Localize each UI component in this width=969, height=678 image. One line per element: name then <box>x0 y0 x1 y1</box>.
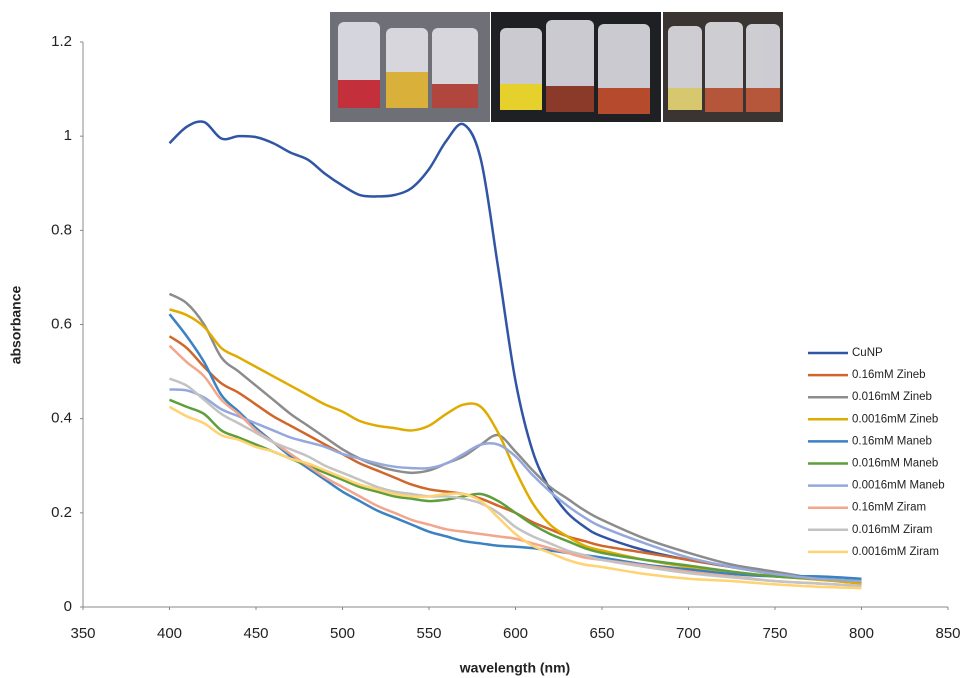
legend-label: 0.0016mM Maneb <box>852 480 945 492</box>
inset-photo <box>330 12 783 122</box>
x-tick-label: 400 <box>157 625 182 642</box>
y-tick-label: 0.2 <box>51 504 72 521</box>
legend-label: CuNP <box>852 347 883 359</box>
legend-label: 0.016mM Ziram <box>852 524 933 536</box>
legend-label: 0.16mM Zineb <box>852 369 926 381</box>
y-tick-label: 1.2 <box>51 33 72 50</box>
y-tick-label: 1 <box>64 127 72 144</box>
x-axis-label: wavelength (nm) <box>459 660 570 676</box>
legend-label: 0.016mM Maneb <box>852 458 938 470</box>
series-line <box>168 344 862 588</box>
x-tick-label: 500 <box>330 625 355 642</box>
legend-label: 0.016mM Zineb <box>852 391 932 403</box>
x-tick-label: 700 <box>676 625 701 642</box>
series-line <box>168 335 862 585</box>
series-line <box>169 308 862 585</box>
series-line <box>168 405 862 590</box>
x-tick-label: 600 <box>503 625 528 642</box>
y-tick-label: 0.6 <box>51 315 72 332</box>
series-line <box>168 120 862 583</box>
series-line <box>169 398 862 583</box>
x-tick-label: 350 <box>70 625 95 642</box>
y-tick-label: 0.4 <box>51 410 72 427</box>
x-tick-label: 750 <box>762 625 787 642</box>
y-axis-label: absorbance <box>8 285 24 364</box>
x-tick-label: 850 <box>935 625 960 642</box>
x-tick-label: 550 <box>416 625 441 642</box>
x-tick-label: 800 <box>849 625 874 642</box>
series-line <box>168 292 862 585</box>
series-line <box>169 377 862 588</box>
legend-label: 0.16mM Maneb <box>852 435 932 447</box>
series-line <box>169 388 862 583</box>
legend-label: 0.0016mM Ziram <box>852 546 939 558</box>
y-tick-label: 0 <box>64 598 72 615</box>
legend-label: 0.0016mM Zineb <box>852 413 938 425</box>
x-tick-label: 450 <box>243 625 268 642</box>
x-tick-label: 650 <box>589 625 614 642</box>
legend-label: 0.16mM Ziram <box>852 502 926 514</box>
y-tick-label: 0.8 <box>51 221 72 238</box>
